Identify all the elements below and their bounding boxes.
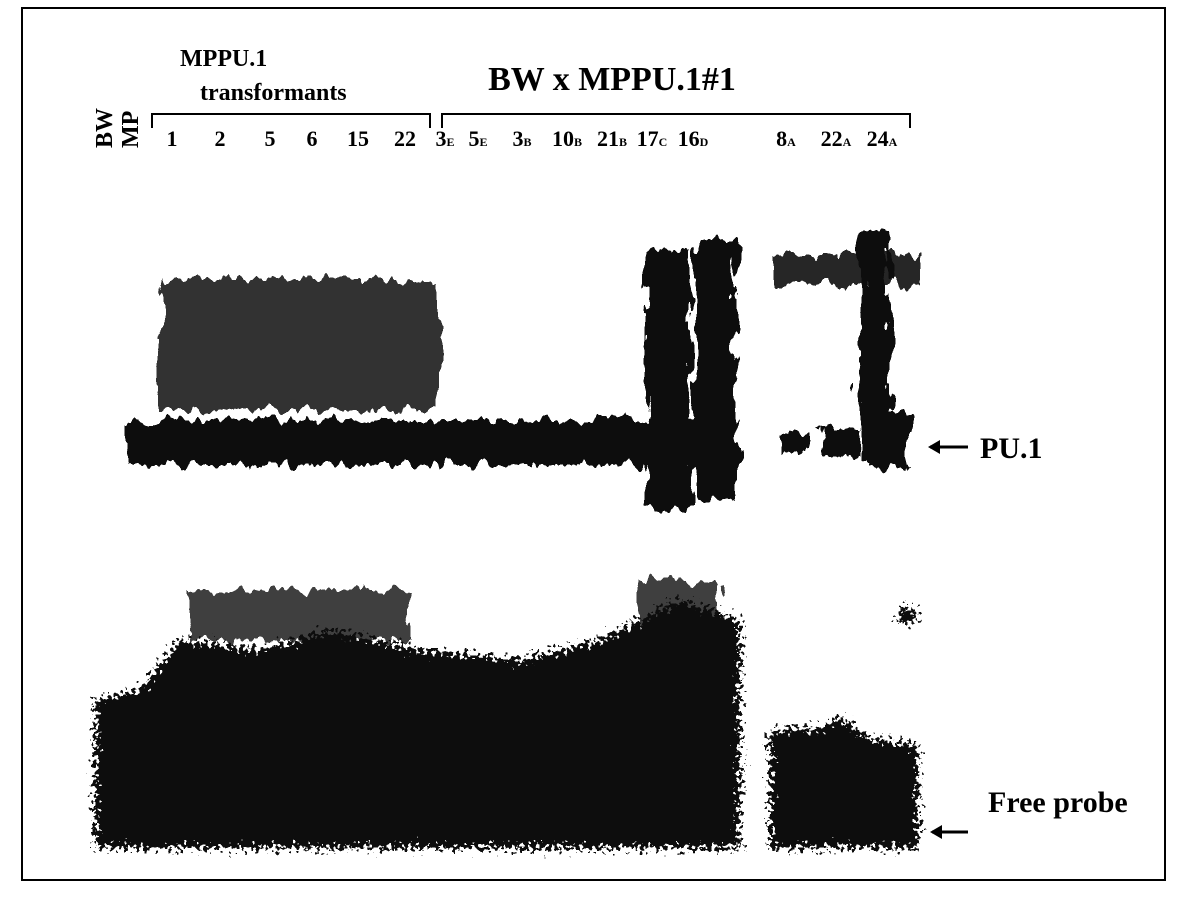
lane-label: 22A bbox=[821, 126, 852, 151]
gel bbox=[95, 230, 920, 848]
control-label: MP bbox=[118, 111, 144, 148]
group-subtitle: transformants bbox=[200, 80, 347, 106]
lane-label: 5 bbox=[265, 126, 276, 151]
lane-label: 3B bbox=[512, 126, 531, 151]
lane-label: 21B bbox=[597, 126, 627, 151]
lane-label: 6 bbox=[307, 126, 318, 151]
lane-label: 24A bbox=[867, 126, 898, 151]
lane-label: 10B bbox=[552, 126, 582, 151]
lane-number: 22 bbox=[821, 126, 843, 151]
lane-number: 16 bbox=[678, 126, 700, 151]
lane-label: 1 bbox=[167, 126, 178, 151]
lane-subscript: A bbox=[843, 135, 852, 149]
group-title: MPPU.1 bbox=[180, 46, 267, 72]
lane-number: 1 bbox=[167, 126, 178, 151]
control-label: BW bbox=[92, 108, 118, 148]
lane-number: 2 bbox=[215, 126, 226, 151]
lane-subscript: E bbox=[446, 135, 454, 149]
figure: MPPU.1 transformants BW x MPPU.1#1 BW MP… bbox=[0, 0, 1179, 892]
arrow-head bbox=[930, 825, 942, 839]
bracket bbox=[152, 114, 430, 128]
lane-number: 3 bbox=[512, 126, 523, 151]
lane-label: 3E bbox=[435, 126, 454, 151]
annotation: PU.1 bbox=[980, 432, 1043, 465]
lane-label: 8A bbox=[776, 126, 796, 151]
lane-number: 10 bbox=[552, 126, 574, 151]
group-title: BW x MPPU.1#1 bbox=[488, 61, 736, 98]
lane-label: 22 bbox=[394, 126, 416, 151]
lane-number: 17 bbox=[637, 126, 659, 151]
lane-number: 5 bbox=[468, 126, 479, 151]
lane-subscript: B bbox=[523, 135, 531, 149]
lane-number: 21 bbox=[597, 126, 619, 151]
lane-number: 24 bbox=[867, 126, 889, 151]
lane-number: 8 bbox=[776, 126, 787, 151]
lane-subscript: B bbox=[619, 135, 627, 149]
lane-number: 5 bbox=[265, 126, 276, 151]
lane-label: 15 bbox=[347, 126, 369, 151]
lane-number: 3 bbox=[435, 126, 446, 151]
lane-label: 5E bbox=[468, 126, 487, 151]
arrow-head bbox=[928, 440, 940, 454]
annotation: Free probe bbox=[988, 786, 1128, 819]
lane-subscript: A bbox=[787, 135, 796, 149]
lane-subscript: D bbox=[700, 135, 709, 149]
lane-label: 2 bbox=[215, 126, 226, 151]
lane-number: 22 bbox=[394, 126, 416, 151]
lane-number: 6 bbox=[307, 126, 318, 151]
lane-number: 15 bbox=[347, 126, 369, 151]
lane-subscript: A bbox=[889, 135, 898, 149]
lane-label: 17C bbox=[637, 126, 668, 151]
lane-label: 16D bbox=[678, 126, 709, 151]
lane-subscript: B bbox=[574, 135, 582, 149]
lane-subscript: E bbox=[479, 135, 487, 149]
lane-subscript: C bbox=[659, 135, 668, 149]
